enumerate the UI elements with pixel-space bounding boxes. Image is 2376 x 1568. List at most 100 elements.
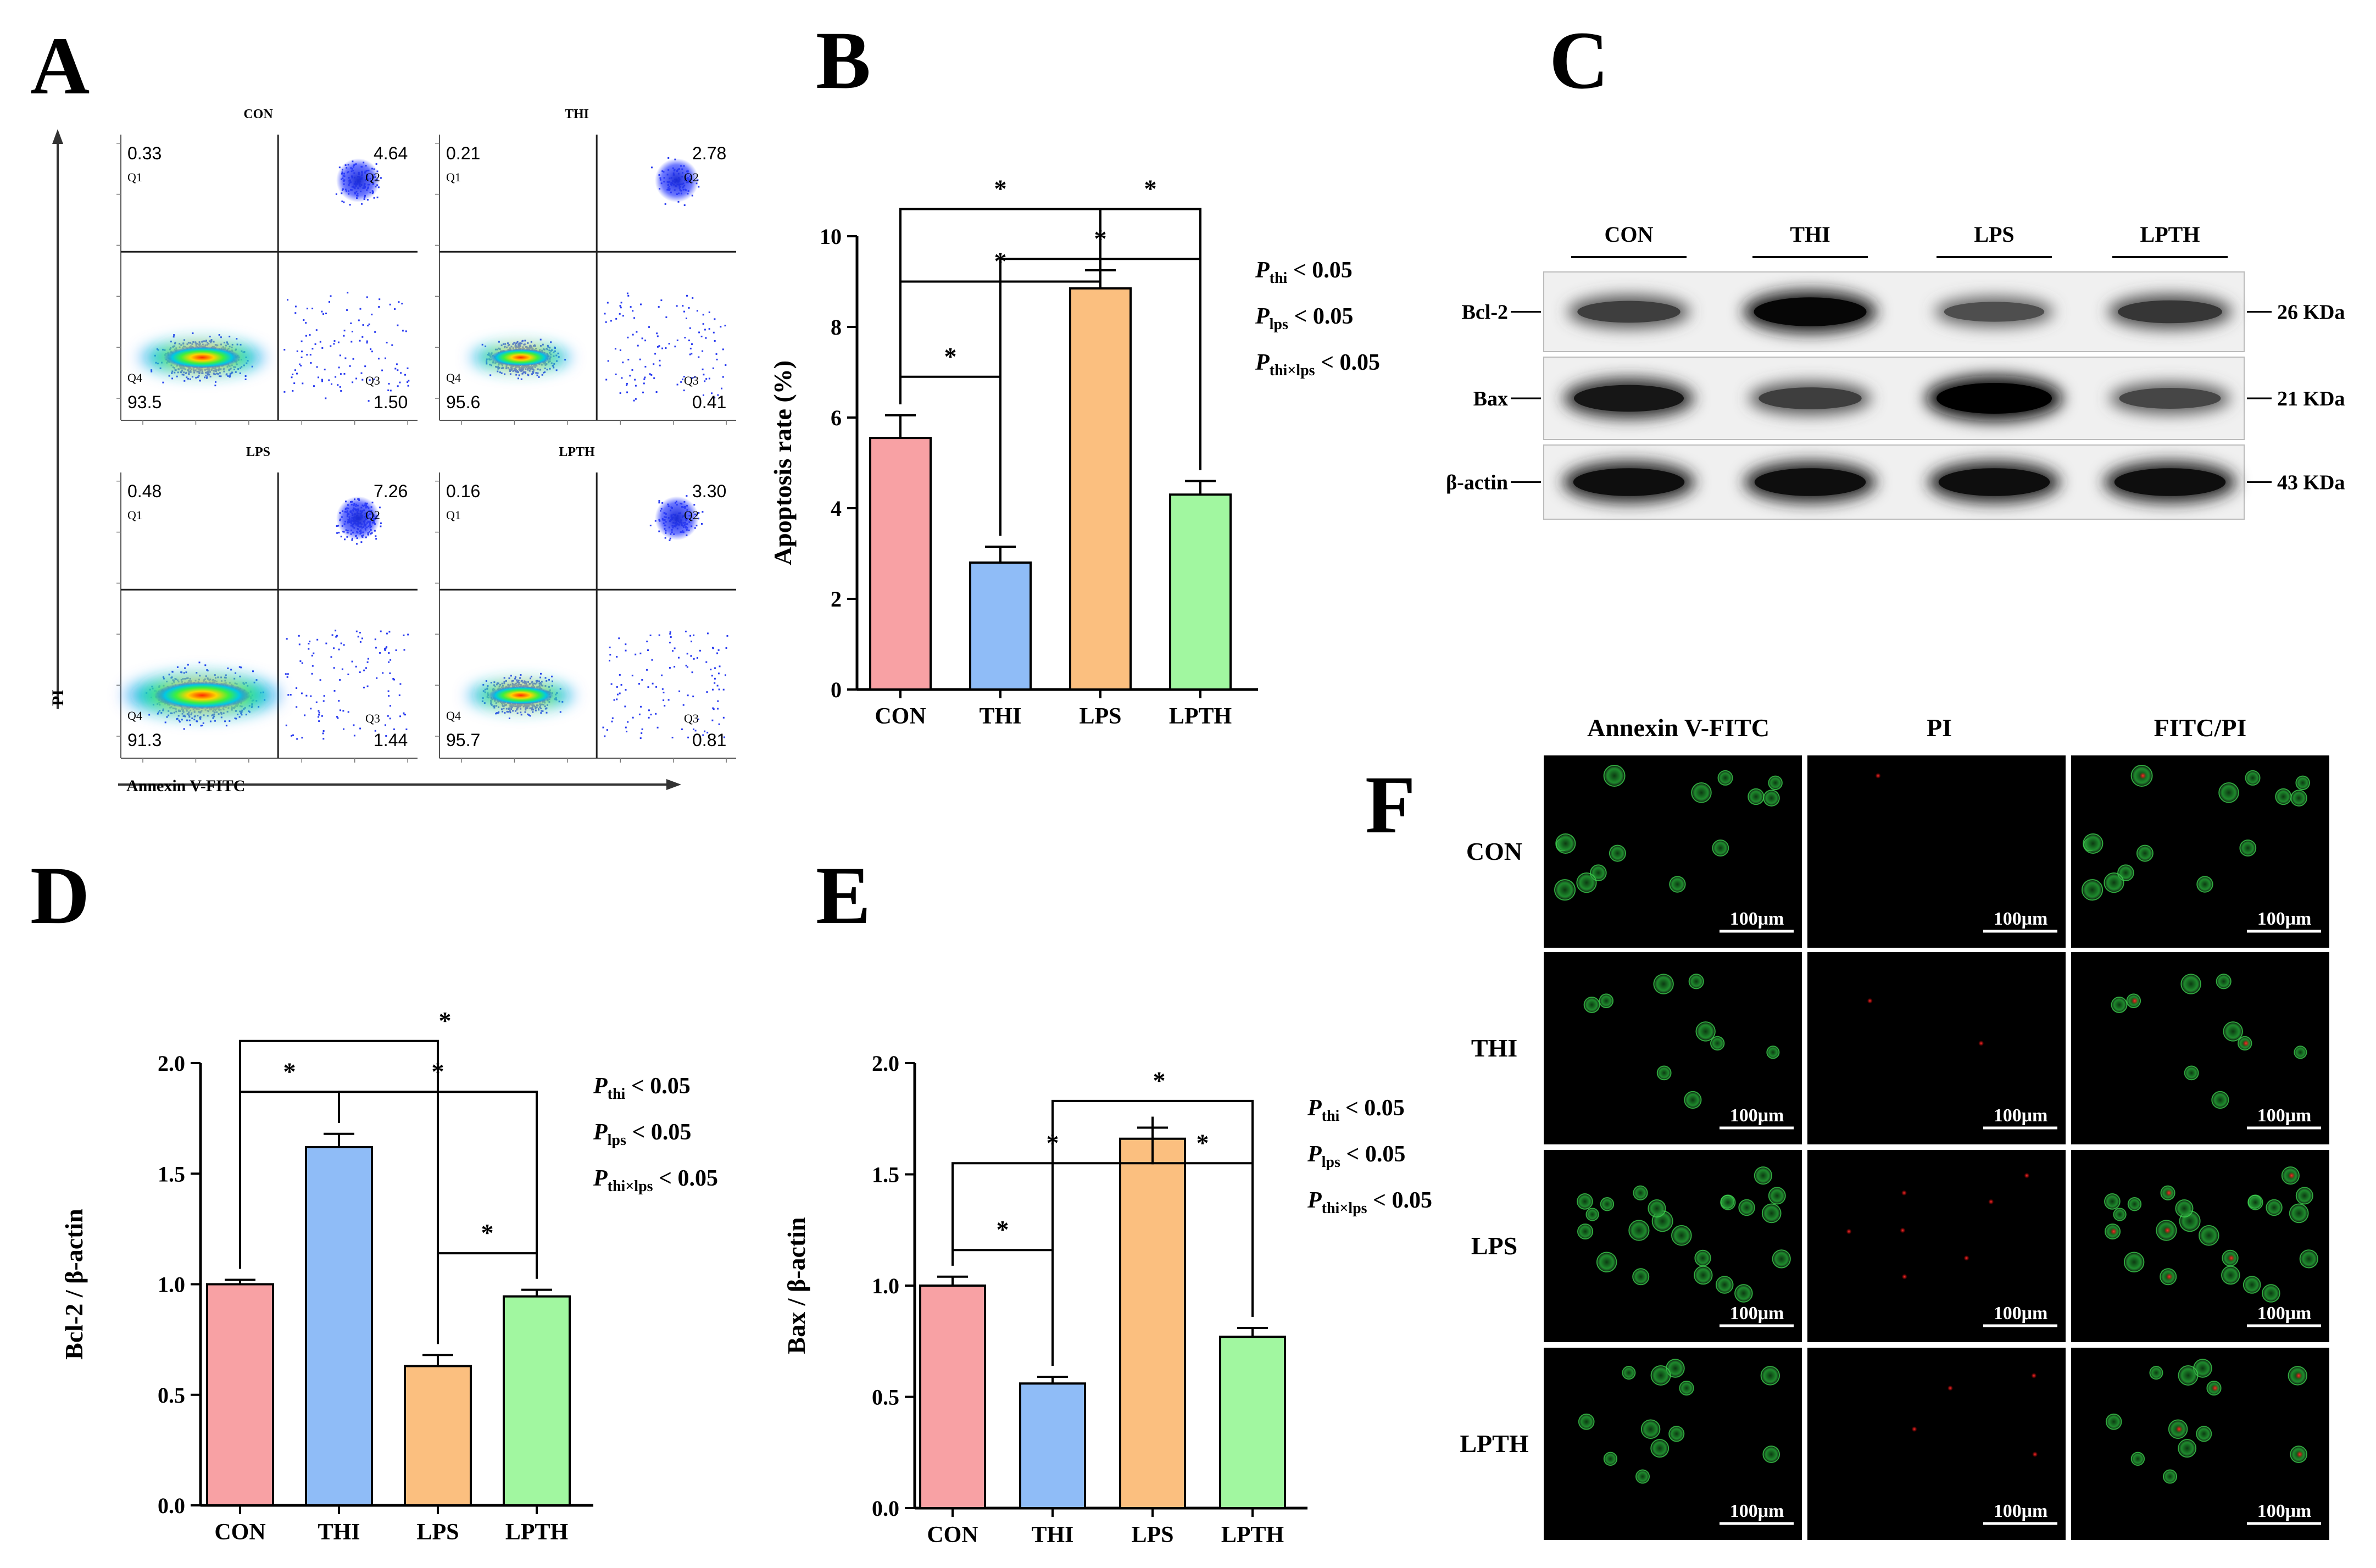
lane-label: LPS bbox=[1974, 222, 2014, 247]
flow-event-dot bbox=[365, 667, 367, 669]
q2-cluster bbox=[655, 496, 699, 541]
flow-event-dot bbox=[521, 372, 524, 375]
flow-event-dot bbox=[225, 725, 227, 727]
flow-event-dot bbox=[620, 307, 622, 309]
flow-event-dot bbox=[714, 340, 716, 342]
protein-label: Bax bbox=[1473, 387, 1508, 410]
flow-event-dot bbox=[713, 331, 715, 333]
flow-event-dot bbox=[610, 320, 612, 322]
q4-label: Q4 bbox=[446, 371, 461, 385]
flow-event-dot bbox=[704, 329, 706, 331]
flow-event-dot bbox=[201, 725, 203, 726]
flow-event-dot bbox=[481, 343, 483, 346]
flow-event-dot bbox=[338, 531, 340, 533]
flow-event-dot bbox=[361, 336, 364, 338]
flow-event-dot bbox=[669, 631, 671, 633]
flow-event-dot bbox=[322, 700, 325, 702]
q2-label: Q2 bbox=[684, 170, 699, 184]
flow-event-dot bbox=[388, 652, 390, 654]
flow-event-dot bbox=[335, 193, 337, 195]
flow-event-dot bbox=[504, 373, 506, 375]
flow-event-dot bbox=[530, 341, 532, 343]
flow-event-dot bbox=[504, 711, 506, 714]
flow-event-dot bbox=[643, 382, 645, 385]
flow-plot-title: LPTH bbox=[559, 445, 595, 459]
flow-event-dot bbox=[702, 350, 704, 352]
flow-event-dot bbox=[350, 323, 352, 324]
flow-event-dot bbox=[527, 374, 529, 376]
flow-event-dot bbox=[659, 364, 661, 366]
flow-event-dot bbox=[687, 736, 689, 738]
flow-event-dot bbox=[714, 677, 716, 680]
flow-event-dot bbox=[717, 700, 719, 702]
flow-plot-title: LPS bbox=[246, 445, 270, 459]
q2-label: Q2 bbox=[684, 508, 699, 522]
x-tick-label: LPS bbox=[1079, 704, 1121, 729]
flow-event-dot bbox=[622, 362, 624, 364]
flow-event-dot bbox=[333, 340, 336, 342]
flow-event-dot bbox=[378, 305, 380, 308]
flow-event-dot bbox=[322, 738, 325, 740]
flow-event-dot bbox=[514, 676, 516, 678]
flow-event-dot bbox=[690, 655, 692, 657]
stat-line: Pthi < 0.05 bbox=[1255, 258, 1353, 287]
flow-event-dot bbox=[148, 714, 151, 716]
flow-event-dot bbox=[648, 709, 650, 711]
flow-event-dot bbox=[722, 688, 725, 691]
flow-event-dot bbox=[407, 381, 409, 383]
q3-value: 0.41 bbox=[692, 392, 726, 412]
q3-label: Q3 bbox=[684, 711, 699, 725]
flow-event-dot bbox=[166, 716, 168, 718]
flow-event-dot bbox=[407, 385, 409, 387]
flow-event-dot bbox=[339, 386, 341, 388]
flow-event-dot bbox=[342, 710, 344, 712]
flow-event-dot bbox=[665, 347, 667, 349]
flow-event-dot bbox=[681, 728, 683, 730]
flow-event-dot bbox=[389, 659, 392, 661]
flow-event-dot bbox=[546, 711, 548, 714]
flow-event-dot bbox=[711, 392, 713, 394]
flow-event-dot bbox=[385, 357, 386, 359]
flow-event-dot bbox=[325, 642, 327, 644]
flow-event-dot bbox=[308, 648, 310, 650]
q4-value: 95.7 bbox=[446, 730, 480, 750]
flow-event-dot bbox=[343, 728, 344, 730]
flow-event-dot bbox=[711, 719, 714, 721]
flow-event-dot bbox=[506, 710, 508, 713]
flow-event-dot bbox=[669, 539, 671, 541]
flow-event-dot bbox=[314, 343, 316, 345]
flow-event-dot bbox=[349, 204, 351, 206]
flow-event-dot bbox=[497, 370, 499, 372]
lane-label: THI bbox=[1790, 222, 1830, 247]
flow-event-dot bbox=[699, 649, 701, 652]
flow-event-dot bbox=[696, 657, 698, 659]
x-tick-label: THI bbox=[979, 704, 1021, 729]
flow-event-dot bbox=[629, 375, 631, 377]
flow-event-dot bbox=[359, 340, 361, 342]
flow-event-dot bbox=[647, 686, 649, 688]
panel-letter-e: E bbox=[816, 850, 871, 941]
flow-event-dot bbox=[408, 380, 410, 382]
flow-event-dot bbox=[339, 354, 341, 357]
blot-band-core bbox=[2118, 300, 2222, 324]
flow-event-dot bbox=[702, 323, 704, 325]
flow-event-dot bbox=[401, 303, 403, 305]
bar-con bbox=[869, 437, 932, 691]
flow-event-dot bbox=[520, 378, 522, 380]
flow-event-dot bbox=[236, 338, 238, 340]
flow-event-dot bbox=[620, 302, 622, 304]
flow-event-dot bbox=[209, 375, 212, 377]
flow-event-dot bbox=[376, 196, 379, 198]
flow-event-dot bbox=[637, 344, 639, 347]
flow-y-label: PI bbox=[49, 690, 67, 706]
flow-event-dot bbox=[373, 197, 375, 199]
flow-event-dot bbox=[353, 735, 355, 737]
flow-event-dot bbox=[395, 649, 397, 652]
flow-event-dot bbox=[694, 376, 696, 378]
panel-letter-f: F bbox=[1365, 759, 1416, 850]
flow-event-dot bbox=[347, 674, 349, 675]
flow-event-dot bbox=[386, 646, 388, 648]
density-core bbox=[488, 686, 554, 705]
flow-event-dot bbox=[385, 724, 386, 726]
flow-event-dot bbox=[704, 380, 706, 382]
